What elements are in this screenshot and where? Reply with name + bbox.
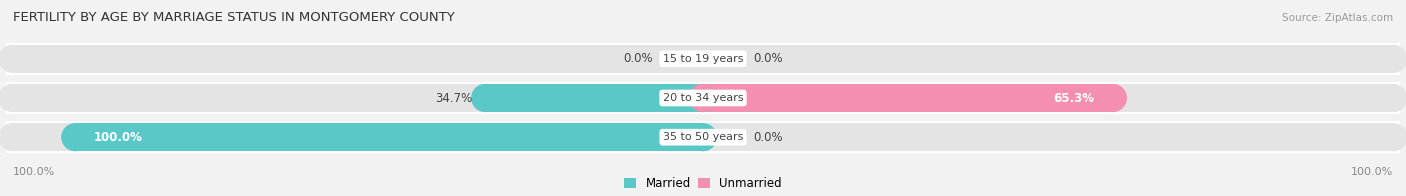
Ellipse shape [689,84,717,112]
Text: 0.0%: 0.0% [754,52,783,65]
Ellipse shape [62,123,90,151]
Text: 65.3%: 65.3% [1053,92,1094,104]
Ellipse shape [1098,84,1128,112]
Text: 0.0%: 0.0% [754,131,783,144]
Ellipse shape [689,123,717,151]
Text: 100.0%: 100.0% [1351,167,1393,178]
Ellipse shape [0,123,27,151]
Ellipse shape [0,45,27,73]
Bar [13,45,1393,73]
Text: 15 to 19 years: 15 to 19 years [662,54,744,64]
Ellipse shape [471,84,499,112]
Bar [13,84,1393,112]
Text: 100.0%: 100.0% [13,167,55,178]
Legend: Married, Unmarried: Married, Unmarried [624,177,782,190]
Bar [76,123,703,151]
Text: FERTILITY BY AGE BY MARRIAGE STATUS IN MONTGOMERY COUNTY: FERTILITY BY AGE BY MARRIAGE STATUS IN M… [13,11,454,24]
Text: 100.0%: 100.0% [94,131,143,144]
Bar [485,84,703,112]
Text: 0.0%: 0.0% [623,52,652,65]
Bar [6,122,1400,153]
Bar [6,82,1400,114]
Ellipse shape [689,84,717,112]
Bar [703,84,1114,112]
Ellipse shape [1379,45,1406,73]
Ellipse shape [0,84,27,112]
Text: 20 to 34 years: 20 to 34 years [662,93,744,103]
Bar [13,123,1393,151]
Text: Source: ZipAtlas.com: Source: ZipAtlas.com [1282,13,1393,23]
Bar [6,43,1400,74]
Ellipse shape [1379,84,1406,112]
Text: 35 to 50 years: 35 to 50 years [662,132,744,142]
Ellipse shape [1379,123,1406,151]
Text: 34.7%: 34.7% [436,92,472,104]
